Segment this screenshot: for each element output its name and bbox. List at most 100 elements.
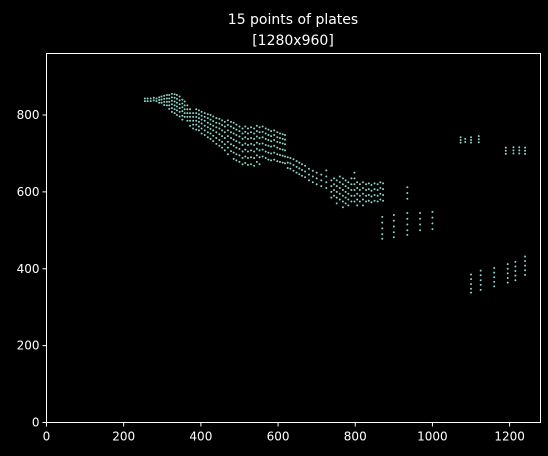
data-point (392, 219, 395, 222)
data-point (344, 179, 347, 182)
data-point (276, 140, 279, 143)
data-point (311, 175, 314, 178)
data-point (284, 155, 287, 158)
data-point (292, 169, 295, 172)
data-point (206, 126, 209, 129)
data-point (200, 114, 203, 117)
data-point (250, 131, 253, 134)
data-point (284, 149, 287, 152)
data-point (514, 260, 517, 263)
data-point (335, 190, 338, 193)
data-point (232, 144, 235, 147)
data-point (298, 173, 301, 176)
data-point (304, 170, 307, 173)
data-point (333, 188, 336, 191)
data-point (146, 97, 149, 100)
data-point (459, 136, 462, 139)
data-point (315, 171, 318, 174)
data-point (255, 160, 258, 163)
data-point (370, 195, 373, 198)
data-point (235, 140, 238, 143)
data-point (518, 152, 521, 155)
data-point (197, 117, 200, 120)
data-point (175, 105, 178, 108)
data-point (464, 140, 467, 143)
data-point (335, 185, 338, 188)
data-point (226, 129, 229, 132)
data-point (229, 120, 232, 123)
data-point (203, 115, 206, 118)
data-point (365, 200, 368, 203)
data-point (338, 175, 341, 178)
data-point (163, 100, 166, 103)
data-point (419, 229, 422, 232)
data-point (470, 273, 473, 276)
data-point (276, 146, 279, 149)
data-point (392, 231, 395, 234)
data-point (506, 281, 509, 284)
data-point (168, 104, 171, 107)
data-point (221, 119, 224, 122)
data-point (212, 129, 215, 132)
data-point (281, 154, 284, 157)
data-point (284, 143, 287, 146)
data-point (382, 188, 385, 191)
data-point (244, 130, 247, 133)
data-points (143, 92, 527, 294)
data-point (344, 196, 347, 199)
data-point (168, 97, 171, 100)
data-point (304, 176, 307, 179)
data-point (244, 162, 247, 165)
data-point (241, 157, 244, 160)
data-point (165, 104, 168, 107)
data-point (270, 145, 273, 148)
data-point (325, 169, 328, 172)
data-point (270, 130, 273, 133)
data-point (281, 148, 284, 151)
data-point (178, 99, 181, 102)
data-point (235, 153, 238, 156)
y-tick-label: 600 (17, 185, 40, 199)
data-point (250, 142, 253, 145)
data-point (270, 159, 273, 162)
data-point (189, 112, 192, 115)
data-point (246, 157, 249, 160)
data-point (406, 186, 409, 189)
data-point (209, 137, 212, 140)
data-point (197, 109, 200, 112)
data-point (238, 147, 241, 150)
data-point (335, 196, 338, 199)
data-point (524, 260, 527, 263)
data-point (493, 271, 496, 274)
data-point (356, 187, 359, 190)
data-point (341, 177, 344, 180)
data-point (163, 97, 166, 100)
x-tick-label: 0 (43, 430, 51, 444)
data-point (192, 115, 195, 118)
data-point (506, 272, 509, 275)
data-point (493, 276, 496, 279)
data-point (255, 141, 258, 144)
data-point (158, 96, 161, 99)
data-point (195, 115, 198, 118)
data-point (241, 143, 244, 146)
data-point (353, 171, 356, 174)
data-point (258, 131, 261, 134)
data-point (270, 152, 273, 155)
data-point (186, 104, 189, 107)
data-point (238, 125, 241, 128)
data-point (183, 115, 186, 118)
data-point (431, 210, 434, 213)
data-point (376, 194, 379, 197)
data-point (356, 181, 359, 184)
data-point (338, 198, 341, 201)
data-point (270, 140, 273, 143)
data-point (221, 140, 224, 143)
data-point (333, 194, 336, 197)
data-point (493, 280, 496, 283)
data-point (479, 274, 482, 277)
data-point (347, 187, 350, 190)
data-point (459, 141, 462, 144)
data-point (358, 188, 361, 191)
data-point (264, 137, 267, 140)
